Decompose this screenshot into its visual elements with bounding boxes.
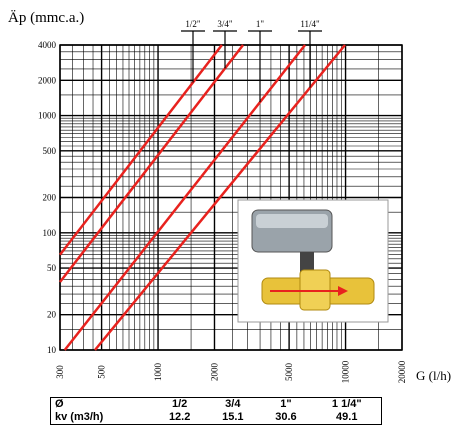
valve-line bbox=[59, 44, 245, 283]
series-label: 11/4" bbox=[300, 19, 320, 29]
x-tick-label: 2000 bbox=[209, 363, 219, 382]
table-cell: 49.1 bbox=[336, 411, 358, 423]
y-tick-label: 20 bbox=[47, 310, 57, 320]
table-cell: 15.1 bbox=[222, 411, 244, 423]
label-bracket bbox=[248, 30, 272, 103]
table-cell: 30.6 bbox=[275, 411, 297, 423]
table-cell: 1" bbox=[280, 398, 292, 410]
y-tick-label: 50 bbox=[47, 263, 57, 273]
table-cell: 3/4 bbox=[225, 398, 241, 410]
valve-line bbox=[63, 44, 307, 351]
x-tick-label: 20000 bbox=[397, 360, 407, 383]
kv-table: Ø 1/2 3/4 1" 1 1/4" kv (m3/h) 12.2 15.1 … bbox=[50, 397, 382, 425]
table-cell: 12.2 bbox=[168, 411, 191, 423]
photo bbox=[237, 199, 389, 323]
y-tick-label: 500 bbox=[43, 146, 57, 156]
x-tick-label: 300 bbox=[55, 365, 65, 379]
x-tick-label: 10000 bbox=[341, 360, 351, 383]
y-tick-label: 100 bbox=[43, 228, 57, 238]
series-label: 1" bbox=[256, 19, 265, 29]
table-cell: 1/2 bbox=[172, 398, 188, 410]
table-row: kv (m3/h) 12.2 15.1 30.6 49.1 bbox=[51, 411, 382, 425]
label-bracket bbox=[213, 30, 237, 69]
series-label: 3/4" bbox=[217, 19, 233, 29]
y-tick-label: 2000 bbox=[38, 75, 57, 85]
x-tick-label: 1000 bbox=[153, 363, 163, 382]
x-axis-title: G (l/h) bbox=[416, 368, 451, 383]
label-bracket bbox=[298, 30, 322, 88]
y-axis-title: Äp (mmc.a.) bbox=[8, 9, 84, 26]
x-tick-label: 500 bbox=[97, 365, 107, 379]
y-tick-label: 10 bbox=[47, 345, 57, 355]
valve-line bbox=[59, 44, 223, 256]
table-cell: Ø bbox=[55, 398, 64, 410]
valve-line bbox=[94, 44, 346, 351]
x-tick-label: 5000 bbox=[284, 363, 294, 382]
table-cell: kv (m3/h) bbox=[55, 411, 104, 423]
series-label: 1/2" bbox=[185, 19, 201, 29]
label-bracket bbox=[181, 30, 205, 83]
y-tick-label: 200 bbox=[43, 193, 57, 203]
plot-frame bbox=[59, 44, 403, 351]
y-tick-label: 4000 bbox=[38, 40, 57, 50]
table-row: Ø 1/2 3/4 1" 1 1/4" bbox=[51, 398, 382, 412]
chart: Äp (mmc.a.) G (l/h) 10 20 50 100 200 500 1000 2… bbox=[8, 9, 451, 383]
table-cell: 1 1/4" bbox=[331, 398, 362, 410]
y-tick-label: 1000 bbox=[38, 111, 57, 121]
